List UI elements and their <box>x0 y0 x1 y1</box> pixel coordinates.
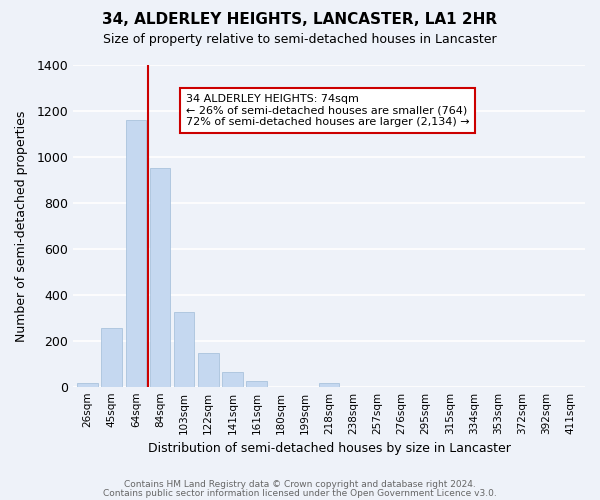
Bar <box>198 354 218 386</box>
Text: Size of property relative to semi-detached houses in Lancaster: Size of property relative to semi-detach… <box>103 32 497 46</box>
Text: Contains HM Land Registry data © Crown copyright and database right 2024.: Contains HM Land Registry data © Crown c… <box>124 480 476 489</box>
Bar <box>125 120 146 386</box>
Text: 34 ALDERLEY HEIGHTS: 74sqm
← 26% of semi-detached houses are smaller (764)
72% o: 34 ALDERLEY HEIGHTS: 74sqm ← 26% of semi… <box>185 94 469 127</box>
Bar <box>222 372 243 386</box>
Bar <box>101 328 122 386</box>
Text: 34, ALDERLEY HEIGHTS, LANCASTER, LA1 2HR: 34, ALDERLEY HEIGHTS, LANCASTER, LA1 2HR <box>103 12 497 28</box>
Bar <box>150 168 170 386</box>
X-axis label: Distribution of semi-detached houses by size in Lancaster: Distribution of semi-detached houses by … <box>148 442 511 455</box>
Text: Contains public sector information licensed under the Open Government Licence v3: Contains public sector information licen… <box>103 490 497 498</box>
Bar <box>174 312 194 386</box>
Bar <box>247 381 267 386</box>
Bar <box>77 383 98 386</box>
Bar <box>319 383 339 386</box>
Y-axis label: Number of semi-detached properties: Number of semi-detached properties <box>15 110 28 342</box>
